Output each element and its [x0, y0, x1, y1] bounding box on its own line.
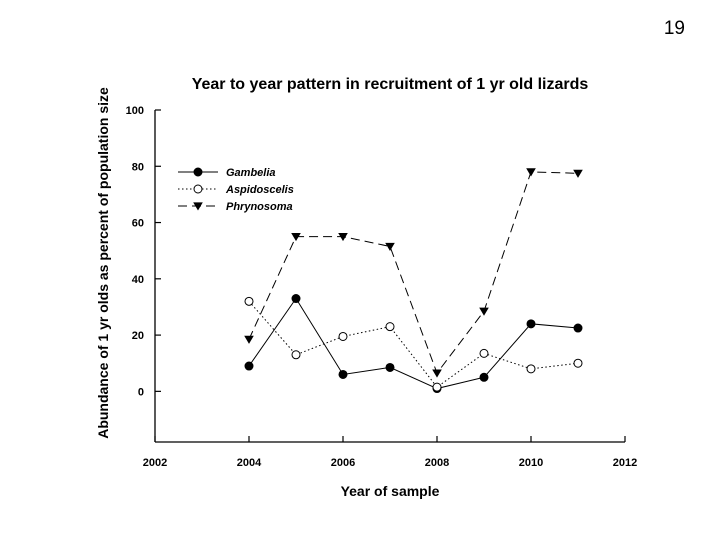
x-tick-label: 2006	[331, 457, 355, 469]
series-line-aspidoscelis	[248, 300, 579, 388]
y-tick-label: 60	[132, 218, 144, 230]
x-tick-label: 2002	[143, 457, 167, 469]
data-point-phrynosoma	[573, 169, 583, 178]
data-point-aspidoscelis	[385, 322, 395, 332]
data-point-aspidoscelis	[479, 348, 489, 358]
x-axis-label: Year of sample	[341, 483, 440, 499]
data-point-phrynosoma	[244, 335, 254, 344]
data-point-phrynosoma	[291, 233, 301, 242]
legend-label-gambelia: Gambelia	[226, 167, 276, 179]
x-tick-label: 2004	[237, 457, 262, 469]
series-aspidoscelis	[244, 296, 583, 392]
data-point-gambelia	[526, 319, 536, 329]
series-phrynosoma	[244, 168, 583, 378]
y-tick-label: 40	[132, 274, 144, 286]
series-line-gambelia	[248, 297, 579, 390]
data-point-gambelia	[573, 323, 583, 333]
legend: Gambelia Aspidoscelis Phrynosoma	[178, 167, 294, 213]
data-point-gambelia	[479, 372, 489, 382]
x-tick-label: 2008	[425, 457, 449, 469]
data-point-phrynosoma	[526, 168, 536, 177]
data-point-aspidoscelis	[244, 296, 254, 306]
legend-item-aspidoscelis: Aspidoscelis	[178, 184, 294, 196]
data-point-aspidoscelis	[338, 331, 348, 341]
data-point-gambelia	[244, 361, 254, 371]
x-tick-label: 2012	[613, 457, 637, 469]
data-point-phrynosoma	[432, 369, 442, 378]
y-tick-label: 80	[132, 161, 144, 173]
y-tick-label: 20	[132, 330, 144, 342]
data-point-gambelia	[338, 369, 348, 379]
y-axis-ticks: 0 20 40 60 80 100	[126, 105, 161, 398]
data-point-aspidoscelis	[291, 350, 301, 360]
slide-number: 19	[663, 18, 685, 39]
data-point-gambelia	[291, 294, 301, 304]
data-point-phrynosoma	[479, 307, 489, 316]
data-point-gambelia	[385, 362, 395, 372]
legend-label-aspidoscelis: Aspidoscelis	[225, 184, 294, 196]
x-tick-label: 2010	[519, 457, 543, 469]
legend-item-phrynosoma: Phrynosoma	[178, 201, 293, 213]
x-axis-ticks: 2002 2004 2006 2008 2010 2012	[143, 436, 637, 469]
legend-marker-phrynosoma	[193, 202, 203, 211]
data-point-phrynosoma	[338, 233, 348, 242]
chart-title: Year to year pattern in recruitment of 1…	[192, 76, 589, 93]
legend-marker-aspidoscelis	[193, 184, 203, 194]
plot-frame	[154, 110, 625, 443]
y-tick-label: 100	[126, 105, 144, 117]
series-layer	[244, 168, 583, 394]
series-line-phrynosoma	[248, 171, 579, 375]
data-point-phrynosoma	[385, 242, 395, 252]
data-point-aspidoscelis	[573, 358, 583, 368]
legend-item-gambelia: Gambelia	[178, 167, 276, 179]
data-point-aspidoscelis	[432, 382, 442, 392]
legend-label-phrynosoma: Phrynosoma	[226, 201, 293, 213]
y-axis-label: Abundance of 1 yr olds as percent of pop…	[95, 87, 111, 439]
y-tick-label: 0	[138, 386, 144, 398]
legend-marker-gambelia	[193, 167, 203, 177]
data-point-aspidoscelis	[526, 364, 536, 374]
